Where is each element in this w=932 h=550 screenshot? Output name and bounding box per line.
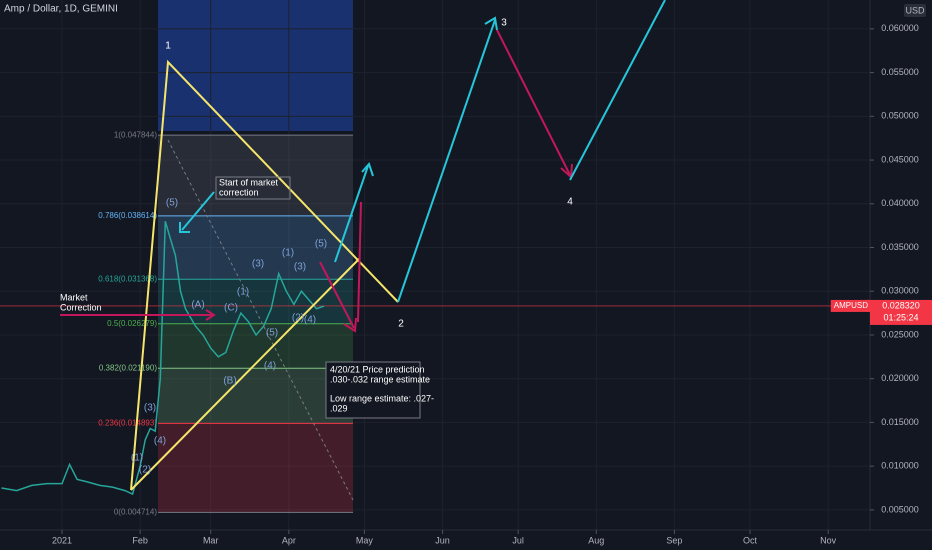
y-tick-label: 0.045000 (881, 154, 919, 164)
y-tick-label: 0.005000 (881, 504, 919, 514)
wave-label: (A) (191, 300, 204, 311)
note: Low range estimate: .027- (330, 393, 434, 403)
arrowhead (343, 317, 357, 333)
wave-point: 4 (567, 197, 573, 208)
fib-zone (158, 279, 353, 324)
y-tick-label: 0.040000 (881, 198, 919, 208)
countdown: 01:25:24 (883, 312, 918, 322)
wave-label: (3) (252, 259, 264, 270)
wave-point: 3 (501, 18, 507, 29)
arrow (357, 201, 362, 323)
fib-label: 0.786(0.038614) (98, 211, 157, 220)
arrowhead (179, 222, 190, 233)
wave-label: (4) (304, 315, 316, 326)
wave-label: (2) (139, 465, 151, 476)
x-tick-label: Jun (435, 535, 450, 545)
projection-up (397, 19, 496, 303)
symbol-name: AMPUSD (834, 301, 868, 310)
drawings (60, 0, 666, 501)
wave-label: (4) (264, 361, 276, 372)
arrowhead (484, 16, 498, 31)
triangle-base (130, 257, 361, 491)
wave-label: (C) (224, 303, 238, 314)
callout: Market (60, 292, 88, 302)
y-tick-label: 0.060000 (881, 23, 919, 33)
wave-label: (5) (266, 328, 278, 339)
plot (1, 221, 325, 496)
fib-top-box (158, 0, 353, 131)
y-tick-label: 0.015000 (881, 417, 919, 427)
fib-label: 0.236(0.014893) (98, 418, 157, 427)
fib-zone (158, 215, 353, 280)
note-box (325, 361, 421, 419)
symbol-title: Amp / Dollar, 1D, GEMINI (4, 4, 118, 15)
arrow (319, 261, 355, 329)
fib-label: 0(0.004714) (114, 507, 157, 516)
wave-label: (4) (154, 436, 166, 447)
wave-point: 1 (165, 41, 171, 52)
arrowhead (205, 309, 216, 321)
wave-label: (B) (223, 376, 236, 387)
x-tick-label: May (356, 535, 374, 545)
y-tick-label: 0.020000 (881, 373, 919, 383)
wave-label: (5) (315, 239, 327, 250)
y-tick-label: 0.010000 (881, 461, 919, 471)
callout: Start of market (219, 177, 279, 187)
fib-zone (158, 323, 353, 369)
fib-label: 0.382(0.021190) (99, 363, 157, 372)
fib-trend (167, 139, 354, 501)
symbol-tag-bg (830, 299, 871, 312)
arrow (334, 165, 369, 263)
fib-area: 1(0.047844) 0.786(0.038614) 0.618(0.031368… (0, 0, 870, 530)
wave-label: (1) (282, 248, 294, 259)
x-tick-label: Feb (132, 535, 148, 545)
y-tick-label: 0.025000 (881, 329, 919, 339)
callout-box (215, 176, 291, 200)
projection-down (496, 29, 571, 176)
fib-zone (158, 135, 353, 216)
price-tag (870, 299, 932, 325)
y-tick-label: 0.035000 (881, 242, 919, 252)
x-tick-label: 2021 (52, 535, 72, 545)
texts: Amp / Dollar, 1D, GEMINI USD 1 2 3 4 Mar… (4, 4, 926, 413)
wave-label: (3) (294, 262, 306, 273)
y-tick-label: 0.055000 (881, 67, 919, 77)
price-line (1, 221, 325, 496)
callout: Correction (60, 302, 102, 312)
fib-zone (158, 368, 353, 424)
y-tick-label: 0.030000 (881, 286, 919, 296)
fib-label: 0.5(0.026279) (107, 319, 157, 328)
x-tick-label: Aug (588, 535, 604, 545)
arrow (181, 191, 215, 231)
x-tick-label: Apr (282, 535, 296, 545)
wave-label: (5) (166, 198, 178, 209)
x-tick-label: Oct (743, 535, 758, 545)
wave-label: (2) (292, 313, 304, 324)
wave-label: (1) (131, 453, 143, 464)
note: .029 (330, 403, 348, 413)
currency-box (904, 4, 926, 17)
x-tick-label: Nov (820, 535, 837, 545)
projection-up (569, 0, 666, 181)
fib-zone (158, 423, 353, 513)
wave-label: (3) (144, 403, 156, 414)
last-price: 0.028320 (882, 300, 920, 310)
callout: correction (219, 187, 259, 197)
x-tick-label: Mar (203, 535, 219, 545)
y-tick-label: 0.050000 (881, 111, 919, 121)
x-tick-label: Jul (512, 535, 524, 545)
fib-label: 1(0.047844) (114, 130, 157, 139)
x-tick-label: Sep (666, 535, 682, 545)
note: 4/20/21 Price prediction (330, 364, 425, 374)
wave-label: (1) (237, 287, 249, 298)
currency: USD (905, 5, 925, 15)
fib-label: 0.618(0.031368) (98, 274, 157, 283)
arrowhead (361, 162, 374, 177)
note: .030-.032 range estimate (330, 374, 430, 384)
wave-point: 2 (398, 319, 404, 330)
triangle (130, 59, 399, 491)
